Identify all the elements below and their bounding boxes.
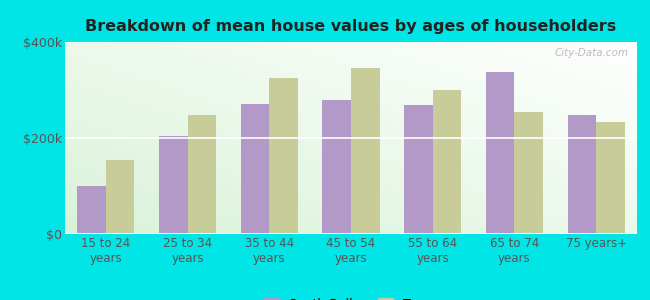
Title: Breakdown of mean house values by ages of householders: Breakdown of mean house values by ages o… [85,19,617,34]
Bar [269,78,298,234]
Bar [77,186,106,234]
Bar [322,100,351,234]
Bar [240,104,269,234]
Bar [159,136,188,234]
Bar [514,112,543,234]
Bar [188,115,216,234]
Bar [596,122,625,234]
Bar [351,68,380,234]
Legend: South Bell, Texas: South Bell, Texas [265,298,437,300]
Bar [106,160,135,234]
Bar [486,72,514,234]
Text: City-Data.com: City-Data.com [554,48,629,58]
Bar [433,90,462,234]
Bar [404,105,433,234]
Bar [567,115,596,234]
